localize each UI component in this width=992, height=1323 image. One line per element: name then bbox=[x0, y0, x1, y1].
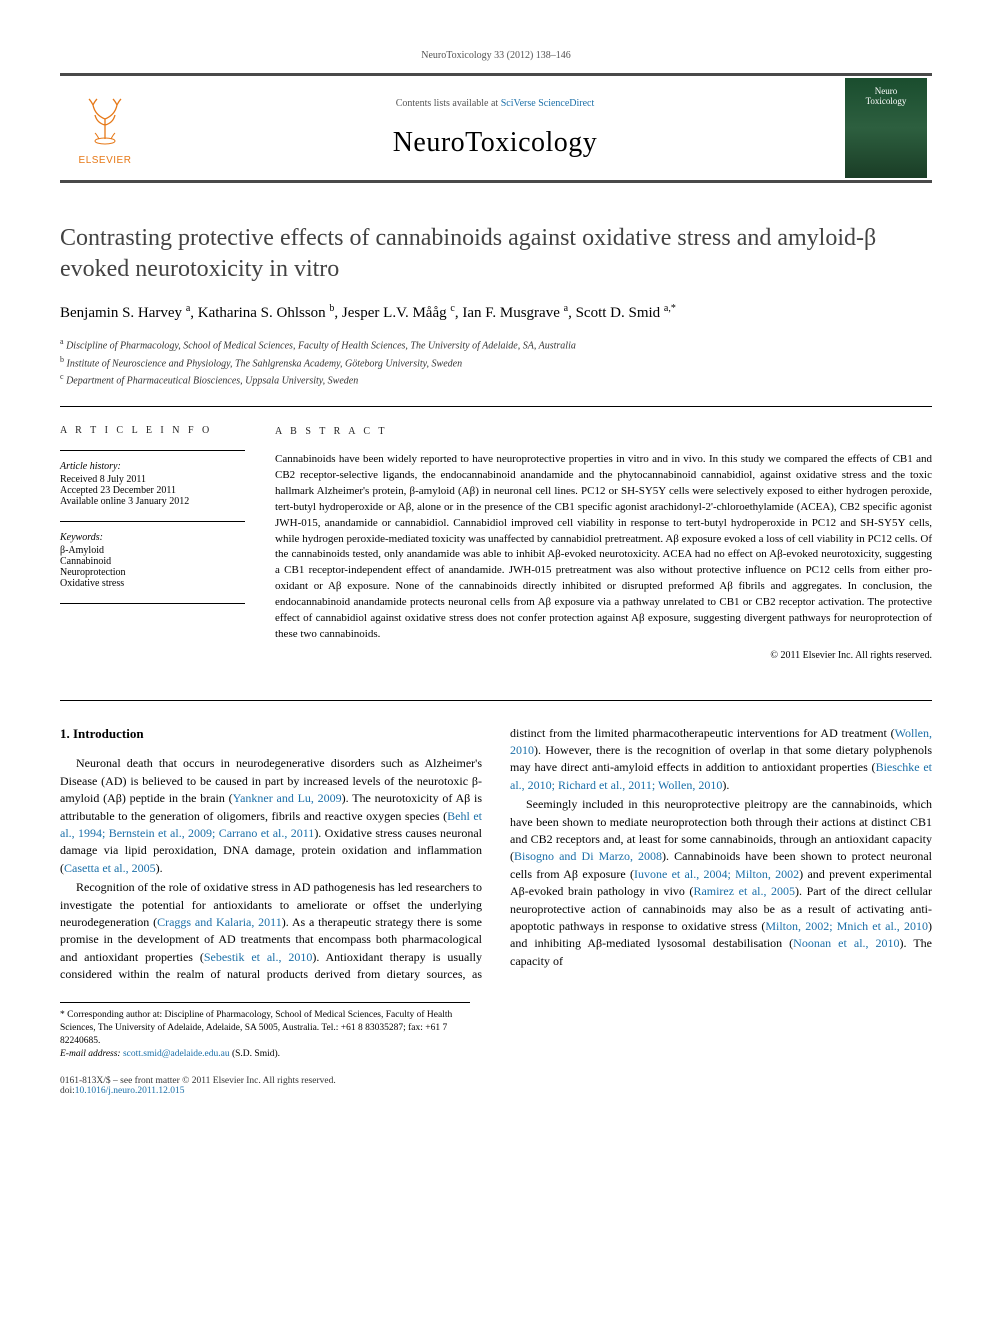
online-date: Available online 3 January 2012 bbox=[60, 496, 245, 507]
keyword: Neuroprotection bbox=[60, 567, 245, 578]
page-footer: 0161-813X/$ – see front matter © 2011 El… bbox=[60, 1076, 932, 1096]
article-info-heading: A R T I C L E I N F O bbox=[60, 425, 245, 436]
contents-available: Contents lists available at SciVerse Sci… bbox=[150, 98, 840, 109]
citation-link[interactable]: Noonan et al., 2010 bbox=[793, 936, 899, 950]
journal-reference: NeuroToxicology 33 (2012) 138–146 bbox=[60, 50, 932, 61]
author-list: Benjamin S. Harvey a, Katharina S. Ohlss… bbox=[60, 303, 932, 322]
elsevier-label: ELSEVIER bbox=[68, 155, 142, 166]
email-link[interactable]: scott.smid@adelaide.edu.au bbox=[123, 1049, 230, 1059]
keyword: Cannabinoid bbox=[60, 556, 245, 567]
affiliations: a Discipline of Pharmacology, School of … bbox=[60, 336, 932, 388]
section-heading: 1. Introduction bbox=[60, 725, 482, 744]
publisher-logo[interactable]: ELSEVIER bbox=[60, 83, 150, 174]
accepted-date: Accepted 23 December 2011 bbox=[60, 485, 245, 496]
keywords-label: Keywords: bbox=[60, 532, 245, 543]
doi-link[interactable]: 10.1016/j.neuro.2011.12.015 bbox=[75, 1086, 185, 1096]
history-label: Article history: bbox=[60, 461, 245, 472]
cover-text: Neuro bbox=[875, 86, 898, 96]
citation-link[interactable]: Craggs and Kalaria, 2011 bbox=[157, 915, 282, 929]
abstract-text: Cannabinoids have been widely reported t… bbox=[275, 452, 932, 643]
citation-link[interactable]: Iuvone et al., 2004; Milton, 2002 bbox=[634, 867, 799, 881]
citation-link[interactable]: Bisogno and Di Marzo, 2008 bbox=[514, 849, 662, 863]
cover-text: Toxicology bbox=[866, 96, 907, 106]
abstract-heading: A B S T R A C T bbox=[275, 425, 932, 440]
article-info-column: A R T I C L E I N F O Article history: R… bbox=[60, 425, 245, 663]
journal-banner: ELSEVIER Contents lists available at Sci… bbox=[60, 73, 932, 183]
received-date: Received 8 July 2011 bbox=[60, 474, 245, 485]
citation-link[interactable]: Milton, 2002; Mnich et al., 2010 bbox=[765, 919, 928, 933]
citation-link[interactable]: Sebestik et al., 2010 bbox=[204, 950, 313, 964]
citation-link[interactable]: Yankner and Lu, 2009 bbox=[233, 791, 342, 805]
citation-link[interactable]: Ramirez et al., 2005 bbox=[693, 884, 795, 898]
corresponding-author: * Corresponding author at: Discipline of… bbox=[60, 1002, 470, 1062]
sciencedirect-link[interactable]: SciVerse ScienceDirect bbox=[501, 98, 595, 109]
keyword: Oxidative stress bbox=[60, 578, 245, 589]
copyright-line: © 2011 Elsevier Inc. All rights reserved… bbox=[275, 649, 932, 664]
article-title: Contrasting protective effects of cannab… bbox=[60, 223, 932, 285]
abstract-column: A B S T R A C T Cannabinoids have been w… bbox=[275, 425, 932, 663]
keyword: β-Amyloid bbox=[60, 545, 245, 556]
citation-link[interactable]: Casetta et al., 2005 bbox=[64, 861, 156, 875]
elsevier-tree-icon bbox=[75, 91, 135, 151]
article-body: 1. Introduction Neuronal death that occu… bbox=[60, 725, 932, 984]
journal-cover-thumbnail[interactable]: Neuro Toxicology bbox=[845, 78, 927, 178]
journal-name: NeuroToxicology bbox=[150, 127, 840, 159]
